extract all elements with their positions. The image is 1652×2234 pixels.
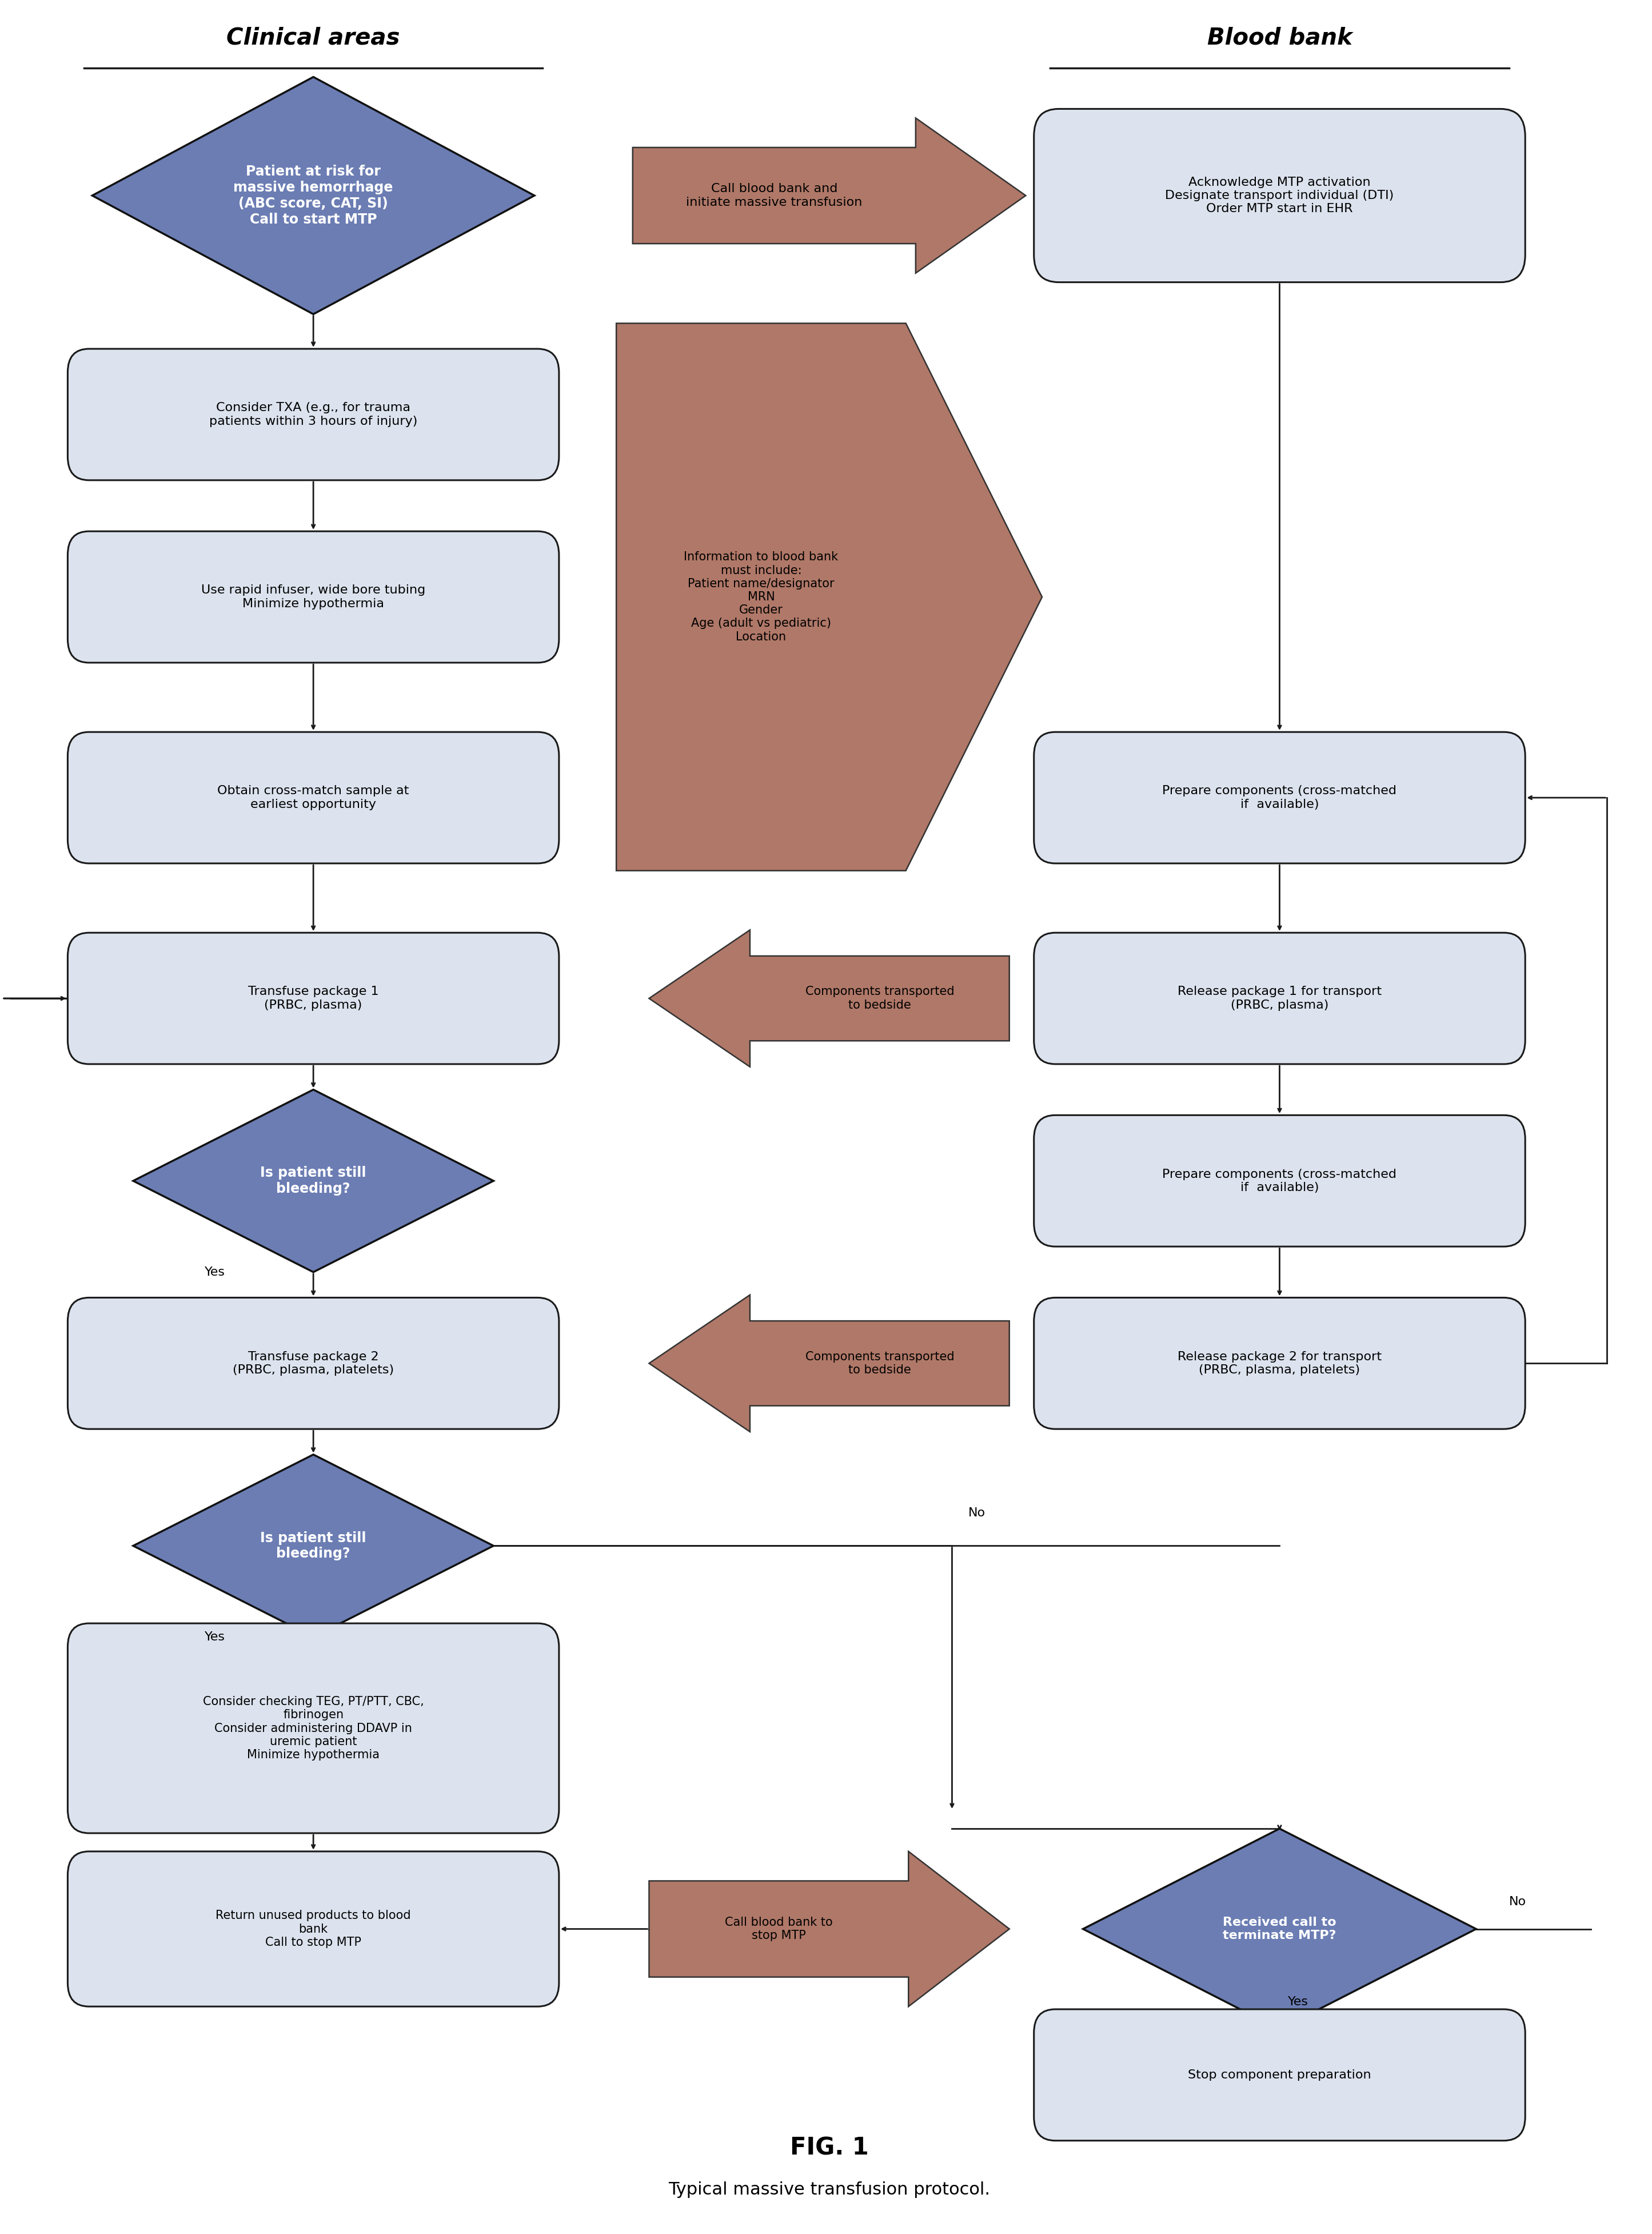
FancyBboxPatch shape: [1034, 1115, 1525, 1247]
Text: Typical massive transfusion protocol.: Typical massive transfusion protocol.: [669, 2183, 990, 2198]
Text: No: No: [968, 1508, 986, 1519]
Text: Stop component preparation: Stop component preparation: [1188, 2069, 1371, 2080]
Text: Transfuse package 1
(PRBC, plasma): Transfuse package 1 (PRBC, plasma): [248, 985, 378, 1010]
Polygon shape: [134, 1090, 494, 1271]
Polygon shape: [616, 324, 1042, 871]
Text: Information to blood bank
must include:
Patient name/designator
MRN
Gender
Age (: Information to blood bank must include: …: [684, 552, 838, 643]
Text: Components transported
to bedside: Components transported to bedside: [805, 1352, 955, 1376]
Text: Acknowledge MTP activation
Designate transport individual (DTI)
Order MTP start : Acknowledge MTP activation Designate tra…: [1165, 176, 1394, 214]
FancyBboxPatch shape: [68, 349, 558, 480]
Text: Transfuse package 2
(PRBC, plasma, platelets): Transfuse package 2 (PRBC, plasma, plate…: [233, 1352, 393, 1376]
FancyBboxPatch shape: [68, 1624, 558, 1834]
Text: Call blood bank and
initiate massive transfusion: Call blood bank and initiate massive tra…: [686, 183, 862, 208]
Text: Is patient still
bleeding?: Is patient still bleeding?: [261, 1166, 367, 1195]
Polygon shape: [93, 76, 535, 315]
FancyBboxPatch shape: [1034, 109, 1525, 281]
Polygon shape: [1084, 1830, 1477, 2028]
FancyBboxPatch shape: [1034, 934, 1525, 1063]
FancyBboxPatch shape: [68, 1298, 558, 1430]
Text: Return unused products to blood
bank
Call to stop MTP: Return unused products to blood bank Cal…: [216, 1910, 411, 1948]
Text: Patient at risk for
massive hemorrhage
(ABC score, CAT, SI)
Call to start MTP: Patient at risk for massive hemorrhage (…: [233, 165, 393, 226]
Text: Prepare components (cross-matched
if  available): Prepare components (cross-matched if ava…: [1163, 786, 1396, 811]
FancyBboxPatch shape: [1034, 733, 1525, 862]
Polygon shape: [649, 929, 1009, 1068]
Text: Prepare components (cross-matched
if  available): Prepare components (cross-matched if ava…: [1163, 1168, 1396, 1193]
FancyBboxPatch shape: [1034, 2008, 1525, 2140]
Text: Received call to
terminate MTP?: Received call to terminate MTP?: [1222, 1917, 1336, 1941]
Text: Use rapid infuser, wide bore tubing
Minimize hypothermia: Use rapid infuser, wide bore tubing Mini…: [202, 585, 426, 610]
Polygon shape: [633, 118, 1026, 273]
Text: Yes: Yes: [205, 1631, 225, 1642]
Text: Yes: Yes: [1289, 1997, 1308, 2008]
Text: Clinical areas: Clinical areas: [226, 27, 400, 49]
Polygon shape: [649, 1852, 1009, 2006]
FancyBboxPatch shape: [68, 1852, 558, 2006]
Text: Blood bank: Blood bank: [1208, 27, 1351, 49]
Text: Consider checking TEG, PT/PTT, CBC,
fibrinogen
Consider administering DDAVP in
u: Consider checking TEG, PT/PTT, CBC, fibr…: [203, 1696, 425, 1760]
Text: Consider TXA (e.g., for trauma
patients within 3 hours of injury): Consider TXA (e.g., for trauma patients …: [210, 402, 418, 427]
Text: Is patient still
bleeding?: Is patient still bleeding?: [261, 1530, 367, 1562]
Text: No: No: [1508, 1897, 1526, 1908]
FancyBboxPatch shape: [68, 733, 558, 862]
Text: Release package 2 for transport
(PRBC, plasma, platelets): Release package 2 for transport (PRBC, p…: [1178, 1352, 1381, 1376]
Polygon shape: [649, 1296, 1009, 1432]
Text: Release package 1 for transport
(PRBC, plasma): Release package 1 for transport (PRBC, p…: [1178, 985, 1381, 1010]
FancyBboxPatch shape: [68, 934, 558, 1063]
Polygon shape: [134, 1454, 494, 1638]
Text: FIG. 1: FIG. 1: [790, 2136, 869, 2160]
Text: Yes: Yes: [205, 1267, 225, 1278]
FancyBboxPatch shape: [1034, 1298, 1525, 1430]
Text: Call blood bank to
stop MTP: Call blood bank to stop MTP: [725, 1917, 833, 1941]
FancyBboxPatch shape: [68, 532, 558, 663]
Text: Obtain cross-match sample at
earliest opportunity: Obtain cross-match sample at earliest op…: [218, 786, 410, 811]
Text: Components transported
to bedside: Components transported to bedside: [805, 985, 955, 1010]
